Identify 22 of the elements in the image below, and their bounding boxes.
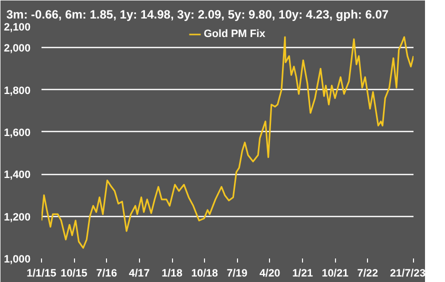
legend-label: Gold PM Fix <box>204 28 266 40</box>
y-tick-label: 1,000 <box>4 254 31 266</box>
y-tick-label: 1,600 <box>4 126 31 139</box>
x-tick-label: 4/20 <box>259 268 280 280</box>
x-tick-label: 4/17 <box>128 268 150 280</box>
y-tick-label: 2,100 <box>4 22 31 34</box>
chart-title: 3m: -0.66, 6m: 1.85, 1y: 14.98, 3y: 2.09, 5y: 9.80, 10y: 4.23, gph: 6.07 <box>6 8 389 22</box>
x-tick-label: 7/19 <box>226 268 248 280</box>
x-tick-label: 7/16 <box>96 268 118 280</box>
y-tick-label: 1,200 <box>4 211 31 224</box>
y-tick-label: 1,800 <box>4 84 31 97</box>
x-tick-label: 1/1/15 <box>26 268 56 280</box>
x-tick-label: 21/7/23 <box>390 268 426 280</box>
x-tick-label: 10/18 <box>191 268 218 280</box>
x-tick-label: 10/15 <box>60 268 88 280</box>
x-tick-label: 1/21 <box>292 268 314 280</box>
x-tick-label: 7/22 <box>357 268 378 280</box>
x-tick-label: 1/18 <box>162 268 182 280</box>
y-tick-label: 1,400 <box>4 169 31 182</box>
x-tick-label: 10/21 <box>322 268 349 280</box>
line-series <box>42 36 414 249</box>
y-tick-label: 2,000 <box>4 42 31 55</box>
